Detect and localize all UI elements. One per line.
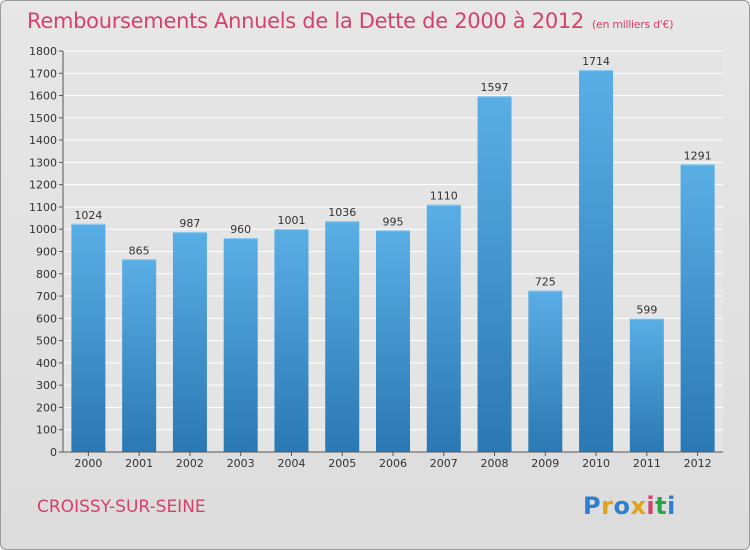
y-tick-label: 0 xyxy=(50,446,57,459)
bar-2010 xyxy=(579,70,614,453)
bar-2006 xyxy=(376,230,410,452)
logo-letter: P xyxy=(583,492,602,520)
data-label-2003: 960 xyxy=(230,223,251,236)
data-label-2011: 599 xyxy=(636,304,657,317)
logo-letter: x xyxy=(630,492,647,520)
data-label-2008: 1597 xyxy=(481,81,509,94)
data-label-2005: 1036 xyxy=(328,206,356,219)
logo-letter: t xyxy=(655,492,668,520)
x-tick-label-2008: 2008 xyxy=(481,457,509,470)
bar-2007 xyxy=(426,204,461,452)
logo-letter: r xyxy=(601,492,614,520)
y-tick-label: 500 xyxy=(36,335,57,348)
data-label-2009: 725 xyxy=(535,275,556,288)
data-label-2010: 1714 xyxy=(582,55,610,68)
data-label-2006: 995 xyxy=(383,215,404,228)
x-tick-label-2000: 2000 xyxy=(74,457,102,470)
x-tick-label-2003: 2003 xyxy=(227,457,255,470)
y-tick-label: 100 xyxy=(36,424,57,437)
x-tick-label-2007: 2007 xyxy=(430,457,458,470)
title-text: Remboursements Annuels de la Dette de 20… xyxy=(27,9,584,33)
data-label-2001: 865 xyxy=(129,244,150,257)
y-tick-label: 1100 xyxy=(29,201,57,214)
data-label-2004: 1001 xyxy=(277,214,305,227)
y-tick-label: 1300 xyxy=(29,156,57,169)
y-tick-label: 200 xyxy=(36,401,57,414)
y-tick-label: 1200 xyxy=(29,179,57,192)
y-tick-label: 1600 xyxy=(29,90,57,103)
x-tick-label-2002: 2002 xyxy=(176,457,204,470)
data-label-2002: 987 xyxy=(179,217,200,230)
data-label-2007: 1110 xyxy=(430,190,458,203)
y-tick-label: 1700 xyxy=(29,67,57,80)
y-tick-label: 600 xyxy=(36,312,57,325)
bar-2012 xyxy=(680,164,715,452)
y-tick-label: 900 xyxy=(36,246,57,259)
y-tick-label: 800 xyxy=(36,268,57,281)
bar-2001 xyxy=(122,259,157,452)
x-tick-label-2012: 2012 xyxy=(684,457,712,470)
chart-subtitle: (en milliers d'€) xyxy=(592,18,674,31)
bar-2005 xyxy=(325,221,360,452)
bar-2008 xyxy=(477,96,512,453)
logo-letter: i xyxy=(667,492,676,520)
y-tick-label: 700 xyxy=(36,290,57,303)
y-tick-label: 1400 xyxy=(29,134,57,147)
x-tick-label-2011: 2011 xyxy=(633,457,661,470)
chart-title: Remboursements Annuels de la Dette de 20… xyxy=(27,9,673,33)
bar-2011 xyxy=(629,318,664,452)
logo-letter: i xyxy=(646,492,656,520)
city-name: CROISSY-SUR-SEINE xyxy=(37,497,206,517)
x-tick-label-2009: 2009 xyxy=(531,457,559,470)
x-tick-label-2005: 2005 xyxy=(328,457,356,470)
logo-letter: o xyxy=(613,492,631,520)
y-tick-label: 300 xyxy=(36,379,57,392)
x-tick-label-2006: 2006 xyxy=(379,457,407,470)
bar-2000 xyxy=(71,223,106,452)
data-label-2012: 1291 xyxy=(684,149,712,162)
x-tick-label-2001: 2001 xyxy=(125,457,153,470)
proxiti-logo[interactable]: Proxiti xyxy=(583,492,676,520)
y-tick-label: 1500 xyxy=(29,112,57,125)
y-tick-label: 1000 xyxy=(29,223,57,236)
bar-2004 xyxy=(274,228,309,452)
bar-2009 xyxy=(528,290,563,452)
x-tick-label-2004: 2004 xyxy=(277,457,305,470)
bar-2002 xyxy=(172,232,207,452)
x-tick-label-2010: 2010 xyxy=(582,457,610,470)
y-tick-label: 1800 xyxy=(29,45,57,58)
y-tick-label: 400 xyxy=(36,357,57,370)
data-label-2000: 1024 xyxy=(74,209,102,222)
bar-2003 xyxy=(223,238,258,452)
